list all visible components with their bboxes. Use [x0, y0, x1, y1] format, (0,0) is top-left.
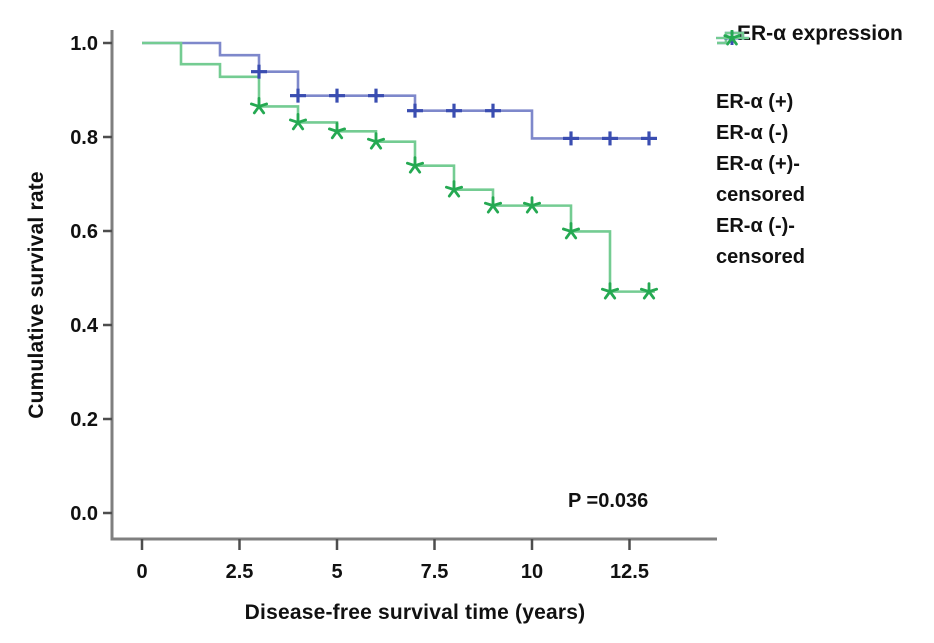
censored-star-marker: [249, 102, 261, 108]
legend-title: ER-α expression: [737, 22, 903, 45]
x-axis-title: Disease-free survival time (years): [244, 601, 586, 624]
step-glyph: [717, 31, 745, 45]
x-tick-label: 2.5: [226, 561, 254, 583]
censored-markers-er-alpha-negative: [249, 97, 659, 300]
y-tick-label: 0.6: [70, 221, 98, 243]
legend: ER-α expression ER-α (+) ER-α (-) ER-α (+)…: [716, 22, 903, 273]
legend-entry: ER-α (-): [716, 31, 903, 149]
legend-label: ER-α (+): [716, 91, 794, 113]
x-tick-label: 12.5: [610, 561, 649, 583]
km-curve-er-alpha-negative: [142, 41, 655, 293]
y-tick-label: 0.8: [70, 127, 98, 149]
legend-label: ER-α (-)-censored: [716, 215, 805, 268]
legend-label: ER-α (-): [716, 122, 789, 144]
censored-star-marker: [600, 287, 612, 294]
legend-glyph-star-icon: [716, 30, 749, 46]
km-curve-er-alpha-positive: [142, 41, 655, 140]
legend-entry: ER-α (-)-censored: [716, 30, 903, 273]
legend-entry: ER-α (+): [716, 31, 903, 118]
censored-star-marker: [288, 118, 300, 124]
p-value-annotation: P =0.036: [568, 490, 649, 512]
censored-star-marker: [561, 227, 573, 233]
censored-star-marker: [723, 34, 734, 40]
legend-entries: ER-α (+) ER-α (-) ER-α (+)-censored ER-α (-…: [716, 30, 903, 273]
legend-label: ER-α (+)-censored: [716, 153, 805, 206]
censored-star-marker: [327, 127, 339, 133]
x-tick-label: 10: [521, 561, 543, 583]
y-tick-label: 0.2: [70, 409, 98, 431]
y-axis-title: Cumulative survival rate: [25, 171, 48, 419]
y-tick-label: 0.0: [70, 503, 98, 525]
x-tick-label: 0: [136, 561, 147, 583]
legend-glyph-step-icon: [717, 31, 745, 45]
x-tick-label: 5: [331, 561, 342, 583]
y-tick-label: 1.0: [70, 33, 98, 55]
censored-markers-er-alpha-positive: [251, 64, 657, 146]
censored-star-marker: [405, 161, 417, 168]
censored-star-marker: [444, 185, 456, 192]
censored-star-marker: [639, 287, 651, 294]
axes: [110, 30, 717, 541]
censored-star-marker: [366, 137, 378, 144]
censored-star-marker: [483, 201, 495, 208]
legend-entry: ER-α (+)-censored: [716, 31, 903, 211]
x-tick-label: 7.5: [421, 561, 449, 583]
censored-star-marker: [522, 201, 534, 208]
y-tick-label: 0.4: [70, 315, 99, 337]
